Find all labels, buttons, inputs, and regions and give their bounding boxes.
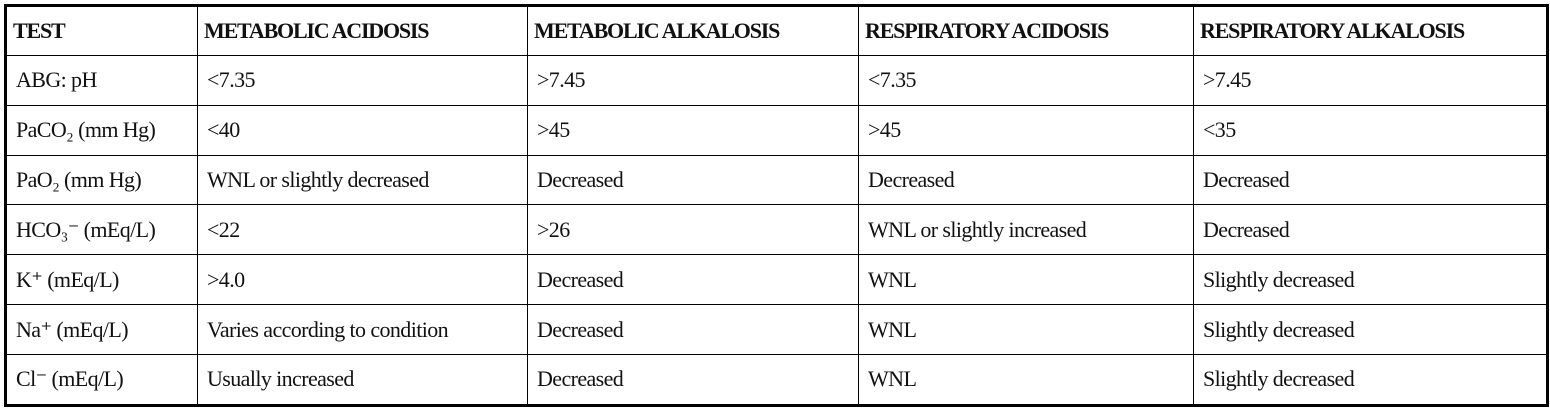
table-row: HCO₃⁻ (mEq/L) <22 >26 WNL or slightly incre… (5, 204, 1548, 256)
table-cell: WNL (858, 353, 1194, 407)
header-cell: RESPIRATORY ALKALOSIS (1193, 5, 1548, 56)
table-cell: <40 (197, 104, 528, 156)
table-row: PaO₂ (mm Hg) WNL or slightly decreased Dec… (5, 154, 1548, 206)
row-label: PaCO₂ (mm Hg) (5, 104, 198, 156)
header-cell: METABOLIC ALKALOSIS (527, 5, 859, 56)
header-cell: METABOLIC ACIDOSIS (197, 5, 528, 56)
table-cell: Varies according to condition (197, 304, 528, 355)
table-cell: >45 (858, 104, 1194, 156)
data-table: TEST METABOLIC ACIDOSIS METABOLIC ALKALOSI… (4, 4, 1549, 407)
table-row: ABG: pH <7.35 >7.45 <7.35 >7.45 (5, 55, 1548, 106)
table-cell: <22 (197, 204, 528, 256)
table-cell: Decreased (527, 154, 859, 206)
table-cell: >4.0 (197, 254, 528, 306)
row-label: Cl⁻ (mEq/L) (5, 353, 198, 407)
table-cell: >26 (527, 204, 859, 256)
table-cell: Slightly decreased (1193, 353, 1548, 407)
table-cell: >45 (527, 104, 859, 156)
table-cell: Usually increased (197, 353, 528, 407)
table-cell: <7.35 (858, 55, 1194, 106)
header-row: TEST METABOLIC ACIDOSIS METABOLIC ALKALOSI… (5, 5, 1548, 56)
header-cell: RESPIRATORY ACIDOSIS (858, 5, 1194, 56)
table-cell: Decreased (527, 254, 859, 306)
table-cell: Decreased (527, 353, 859, 407)
table-row: Cl⁻ (mEq/L) Usually increased Decreased WNL… (5, 353, 1548, 407)
header-cell: TEST (5, 5, 198, 56)
table-cell: <7.35 (197, 55, 528, 106)
row-label: PaO₂ (mm Hg) (5, 154, 198, 206)
table-row: Na⁺ (mEq/L) Varies according to condition… (5, 304, 1548, 355)
table-cell: WNL or slightly increased (858, 204, 1194, 256)
table-cell: Decreased (1193, 154, 1548, 206)
table-cell: Decreased (1193, 204, 1548, 256)
row-label: Na⁺ (mEq/L) (5, 304, 198, 355)
row-label: ABG: pH (5, 55, 198, 106)
table-cell: >7.45 (527, 55, 859, 106)
table-row: PaCO₂ (mm Hg) <40 >45 >45 <35 (5, 104, 1548, 156)
table-cell: Decreased (858, 154, 1194, 206)
row-label: HCO₃⁻ (mEq/L) (5, 204, 198, 256)
table-cell: WNL or slightly decreased (197, 154, 528, 206)
table-cell: WNL (858, 254, 1194, 306)
table-cell: Slightly decreased (1193, 304, 1548, 355)
table-cell: WNL (858, 304, 1194, 355)
table-cell: <35 (1193, 104, 1548, 156)
table-cell: >7.45 (1193, 55, 1548, 106)
row-label: K⁺ (mEq/L) (5, 254, 198, 306)
table-row: K⁺ (mEq/L) >4.0 Decreased WNL Slightly decre… (5, 254, 1548, 306)
table-cell: Slightly decreased (1193, 254, 1548, 306)
table-cell: Decreased (527, 304, 859, 355)
